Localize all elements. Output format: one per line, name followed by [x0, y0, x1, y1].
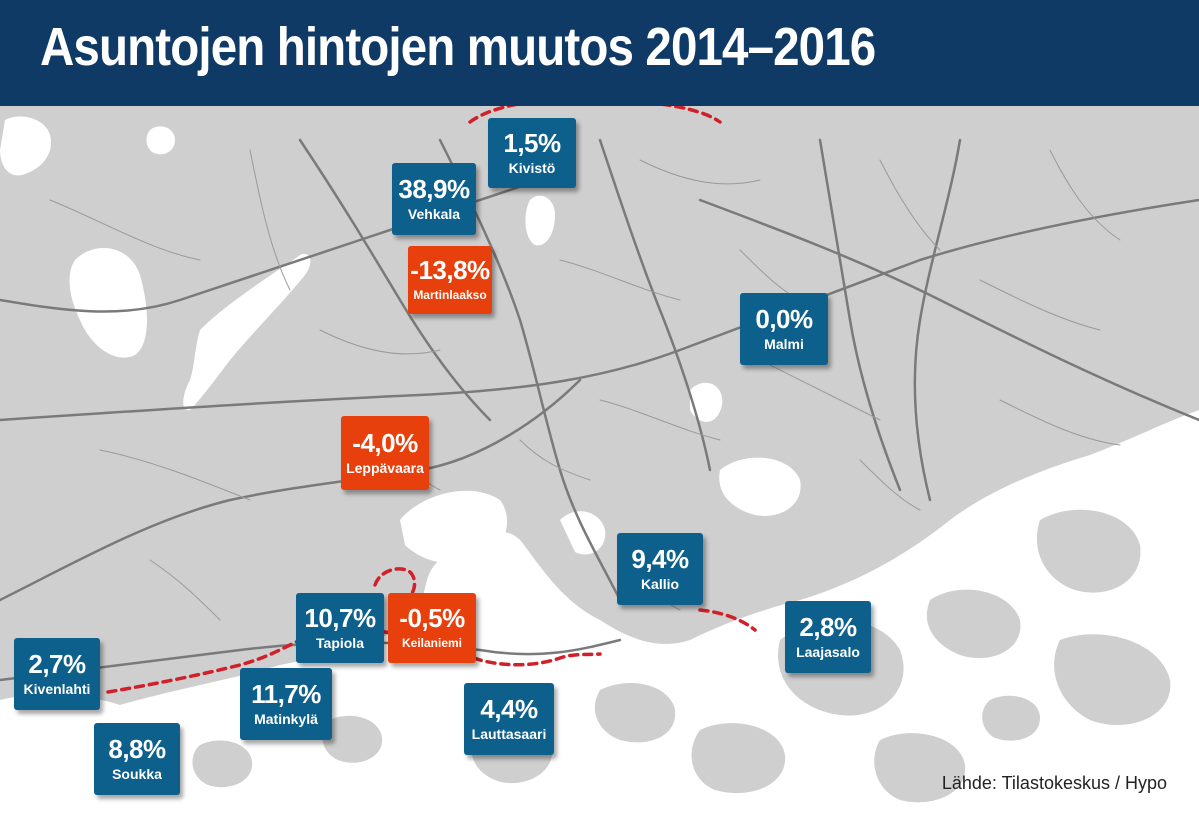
area-label-lauttasaari: 4,4% Lauttasaari: [464, 683, 554, 755]
source-note: Lähde: Tilastokeskus / Hypo: [941, 773, 1167, 793]
area-label-laajasalo: 2,8% Laajasalo: [785, 601, 871, 673]
area-name: Lauttasaari: [471, 726, 547, 742]
area-name: Vehkala: [407, 206, 461, 222]
price-change-value: 1,5%: [503, 128, 561, 158]
area-label-kallio: 9,4% Kallio: [617, 533, 703, 605]
title-bar: Asuntojen hintojen muutos 2014–2016: [0, 0, 1199, 106]
islands: [192, 509, 1171, 803]
area-label-malmi: 0,0% Malmi: [740, 293, 828, 365]
price-change-value: 0,0%: [755, 304, 813, 334]
price-change-value: 38,9%: [398, 174, 470, 204]
area-label-kivenlahti: 2,7% Kivenlahti: [14, 638, 100, 710]
area-label-tapiola: 10,7% Tapiola: [296, 593, 384, 663]
price-change-value: 9,4%: [631, 544, 689, 574]
area-label-keilaniemi: -0,5% Keilaniemi: [388, 593, 476, 663]
east-metro-line: [698, 608, 757, 632]
area-name: Kallio: [640, 576, 680, 592]
area-name: Leppävaara: [346, 460, 424, 476]
area-name: Tapiola: [316, 635, 364, 651]
bay-laajalahti: [400, 490, 508, 565]
area-name: Laajasalo: [796, 644, 860, 660]
price-change-value: 8,8%: [108, 734, 166, 764]
price-change-value: -0,5%: [399, 603, 465, 633]
price-change-value: 10,7%: [304, 603, 376, 633]
lakes: [0, 116, 555, 411]
price-change-value: 11,7%: [251, 679, 321, 709]
price-change-value: 4,4%: [480, 694, 538, 724]
price-change-value: 2,8%: [799, 612, 857, 642]
area-label-leppavaara: -4,0% Leppävaara: [341, 416, 429, 490]
area-label-kivisto: 1,5% Kivistö: [488, 118, 576, 188]
area-name: Keilaniemi: [401, 636, 463, 650]
area-name: Matinkylä: [254, 711, 318, 727]
ring-rail-line: [468, 106, 722, 124]
area-name: Kivistö: [508, 160, 556, 176]
helsinki-map: [0, 106, 1199, 814]
area-label-vehkala: 38,9% Vehkala: [392, 163, 476, 235]
area-label-matinkyla: 11,7% Matinkylä: [240, 668, 332, 740]
area-name: Malmi: [764, 336, 804, 352]
page-title: Asuntojen hintojen muutos 2014–2016: [40, 17, 876, 77]
area-name: Martinlaakso: [413, 288, 487, 302]
area-name: Soukka: [112, 766, 162, 782]
area-label-martinlaakso: -13,8% Martinlaakso: [408, 246, 492, 314]
area-label-soukka: 8,8% Soukka: [94, 723, 180, 795]
price-change-value: -13,8%: [410, 255, 490, 285]
area-name: Kivenlahti: [23, 681, 91, 697]
price-change-value: -4,0%: [352, 428, 418, 458]
bay-east: [719, 457, 801, 516]
price-change-value: 2,7%: [28, 649, 86, 679]
bay-toolo: [560, 511, 606, 555]
bay-vanhankaupunki: [690, 382, 723, 422]
